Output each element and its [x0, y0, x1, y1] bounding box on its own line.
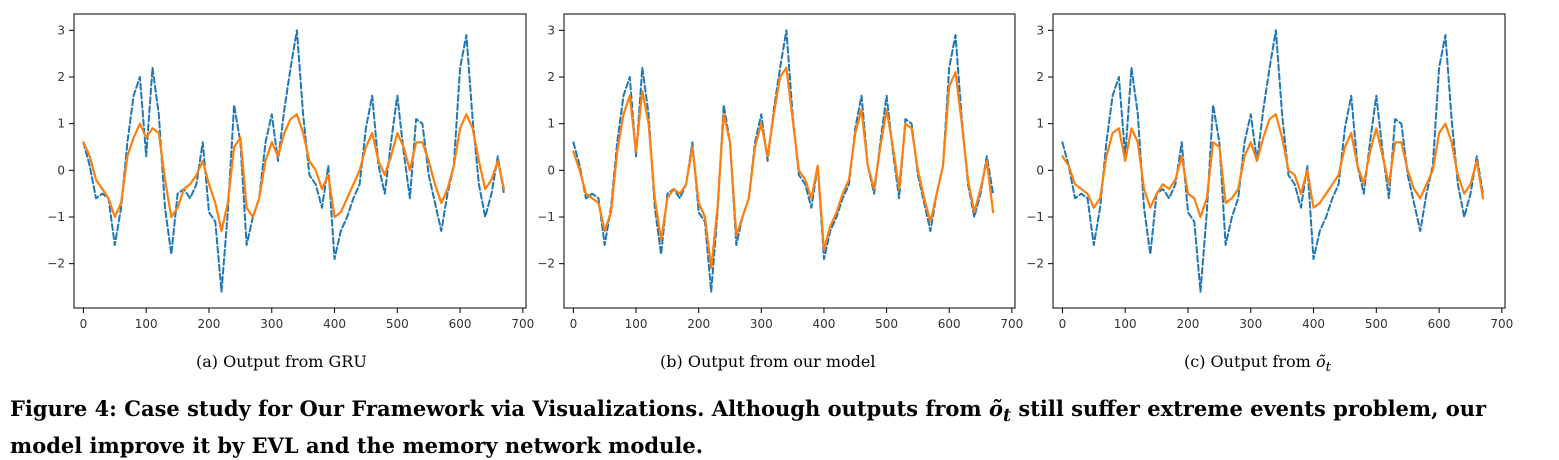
subcaption-b-text: Output from our model	[687, 352, 876, 371]
chart-b-y-tick-label: −2	[537, 257, 555, 271]
subcaption-a: (a) Output from GRU	[196, 352, 367, 371]
chart-a-y-tick-label: 2	[57, 70, 65, 84]
chart-c-y-tick-label: 0	[1036, 163, 1044, 177]
chart-a-x-tick-label: 600	[449, 317, 472, 331]
subcaption-c-text: Output from	[1210, 352, 1311, 371]
chart-c-y-tick-label: −1	[1026, 210, 1044, 224]
chart-c: 0 100 200 300 400 500 600 700 −2 −1 0 1 2 3	[1026, 13, 1513, 331]
chart-a-series-dashed	[82, 29, 505, 293]
chart-c-x-tick-label: 0	[1059, 317, 1067, 331]
chart-b-axes-frame	[563, 13, 1016, 309]
chart-a-y-tick-label: 3	[57, 23, 65, 37]
chart-a-series-solid	[82, 113, 506, 233]
chart-b: 0 100 200 300 400 500 600 700 −2 −1 0 1 2 3	[537, 13, 1023, 331]
subcaption-b-prefix: (b)	[660, 352, 683, 371]
chart-b-x-tick-label: 700	[1000, 317, 1023, 331]
chart-c-y-tick-label: −2	[1026, 257, 1044, 271]
subcaption-a-text: Output from GRU	[223, 352, 367, 371]
subcaption-a-prefix: (a)	[196, 352, 219, 371]
chart-b-y-tick-label: 0	[547, 163, 555, 177]
chart-a-x-tick-label: 400	[323, 317, 346, 331]
chart-b-y-tick-label: 1	[547, 117, 555, 131]
chart-c-y-tick-label: 3	[1036, 23, 1044, 37]
chart-a-x-tick-label: 300	[260, 317, 283, 331]
chart-b-series-dashed	[572, 29, 995, 293]
chart-a-y-tick-label: 0	[57, 163, 65, 177]
chart-b-y-tick-label: −1	[537, 210, 555, 224]
chart-c-axes-frame	[1052, 13, 1506, 309]
chart-a-x-tick-label: 700	[511, 317, 534, 331]
chart-a-y-tick-label: −1	[47, 210, 65, 224]
chart-c-x-tick-label: 600	[1428, 317, 1451, 331]
chart-b-y-tick-label: 3	[547, 23, 555, 37]
chart-c-x-tick-label: 200	[1177, 317, 1200, 331]
figure-caption-symbol: õ	[988, 396, 1003, 421]
chart-a-x-tick-label: 500	[386, 317, 409, 331]
subcaption-c-subscript: t	[1325, 360, 1331, 376]
chart-c-x-tick-label: 500	[1365, 317, 1388, 331]
chart-a-x-tick-label: 200	[198, 317, 221, 331]
chart-c-x-tick-label: 100	[1114, 317, 1137, 331]
figure-caption-before: Figure 4: Case study for Our Framework v…	[10, 396, 982, 421]
chart-c-x-tick-label: 700	[1490, 317, 1513, 331]
chart-a: 0 100 200 300 400 500 600 700 −2 −1 0 1 2 3	[47, 13, 534, 331]
chart-a-axes-frame	[73, 13, 527, 309]
chart-b-y-tick-label: 2	[547, 70, 555, 84]
chart-c-series-solid	[1061, 113, 1485, 219]
chart-b-x-tick-label: 300	[750, 317, 773, 331]
chart-b-x-tick-label: 600	[938, 317, 961, 331]
chart-a-x-tick-label: 0	[80, 317, 88, 331]
chart-b-x-tick-label: 100	[625, 317, 648, 331]
subcaption-b: (b) Output from our model	[660, 352, 876, 371]
chart-c-y-tick-label: 2	[1036, 70, 1044, 84]
subcaption-c: (c) Output from õt	[1184, 352, 1331, 375]
chart-c-x-tick-label: 400	[1302, 317, 1325, 331]
figure-caption-subscript: t	[1002, 406, 1012, 427]
chart-c-x-tick-label: 300	[1239, 317, 1262, 331]
subcaption-c-prefix: (c)	[1184, 352, 1206, 371]
chart-b-series-solid	[572, 66, 995, 270]
chart-c-y-tick-label: 1	[1036, 117, 1044, 131]
chart-a-y-tick-label: −2	[47, 257, 65, 271]
chart-a-y-tick-label: 1	[57, 117, 65, 131]
chart-a-x-tick-label: 100	[135, 317, 158, 331]
chart-b-x-tick-label: 400	[812, 317, 835, 331]
chart-c-series-dashed	[1061, 29, 1484, 293]
chart-b-x-tick-label: 0	[570, 317, 578, 331]
figure-caption: Figure 4: Case study for Our Framework v…	[10, 394, 1555, 460]
chart-b-x-tick-label: 200	[687, 317, 710, 331]
subcaption-c-symbol: õ	[1315, 352, 1326, 371]
figure-caption-after: still suffer extreme events problem, our…	[10, 396, 1487, 459]
chart-b-x-tick-label: 500	[875, 317, 898, 331]
